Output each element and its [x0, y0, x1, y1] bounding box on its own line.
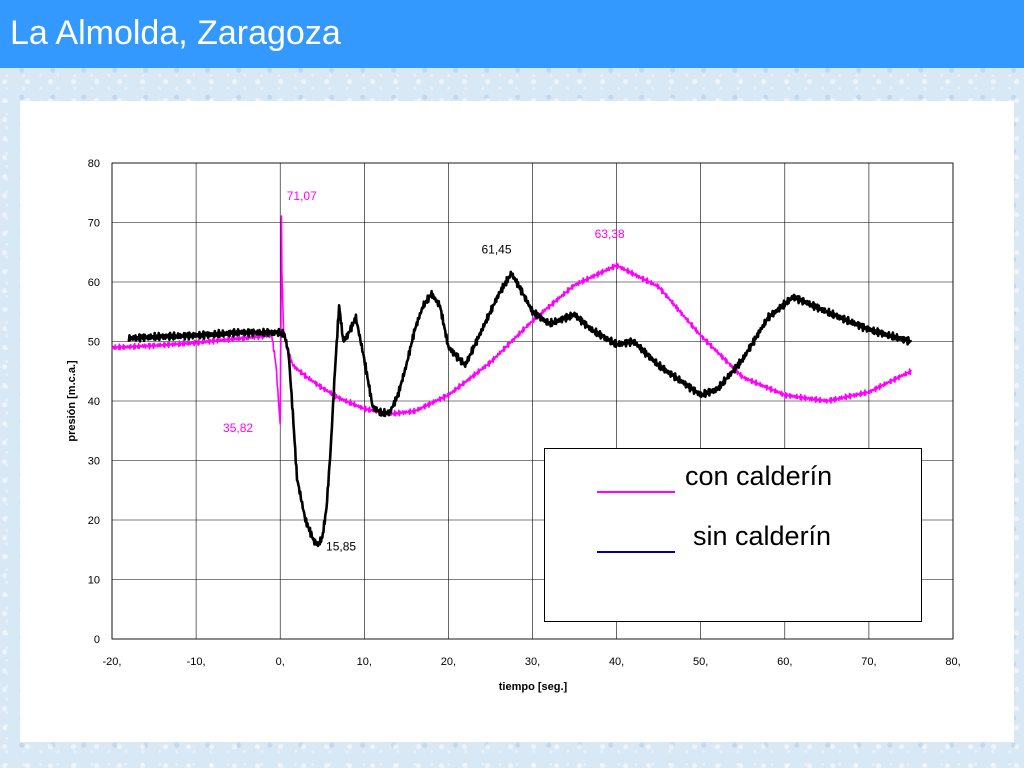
chart-panel: 0 10 20 30 40 50 60 70 80 -20, -10, 0, 10, 20, 30, 40, 5…	[20, 101, 1014, 742]
x-tick-label: 20,	[441, 656, 456, 668]
data-label: 15,85	[326, 540, 356, 554]
y-tick-label: 20	[88, 515, 100, 527]
y-tick-label: 0	[94, 634, 100, 646]
slide-title: La Almolda, Zaragoza	[10, 14, 341, 52]
x-tick-label: 30,	[525, 656, 540, 668]
data-label: 71,07	[287, 189, 317, 203]
x-tick-label: 80,	[945, 656, 960, 668]
legend-swatch-con-calderin	[597, 491, 675, 493]
x-tick-label: 10,	[357, 656, 372, 668]
chart-series	[111, 215, 913, 548]
chart-annotations: 71,07 35,82 63,38 61,45 15,85	[223, 189, 625, 554]
chart-tick-labels: 0 10 20 30 40 50 60 70 80 -20, -10, 0, 10, 20, 30, 40, 5…	[88, 158, 961, 668]
chart-gridlines	[111, 162, 954, 640]
title-bar: La Almolda, Zaragoza	[0, 0, 1024, 68]
y-tick-label: 60	[88, 277, 100, 289]
data-label: 61,45	[481, 242, 511, 256]
pressure-chart: 0 10 20 30 40 50 60 70 80 -20, -10, 0, 10, 20, 30, 40, 5…	[66, 158, 961, 693]
x-tick-label: -20,	[103, 656, 122, 668]
y-tick-label: 30	[88, 456, 100, 468]
x-tick-label: 0,	[276, 656, 285, 668]
chart-legend: con calderín sin calderín	[544, 448, 922, 622]
data-label: 35,82	[223, 421, 253, 435]
series-line-con-calderin	[111, 215, 912, 425]
x-tick-label: 60,	[777, 656, 792, 668]
legend-label-con-calderin: con calderín	[685, 461, 833, 491]
series-line-sin-calderin	[127, 270, 913, 548]
x-tick-label: 70,	[861, 656, 876, 668]
y-axis-title: presión [m.c.a.]	[66, 360, 78, 442]
plot-area-border	[111, 162, 954, 640]
y-tick-label: 10	[88, 575, 100, 587]
x-tick-label: 50,	[693, 656, 708, 668]
legend-label-sin-calderin: sin calderín	[693, 521, 832, 551]
x-tick-label: -10,	[187, 656, 206, 668]
y-tick-label: 50	[88, 337, 100, 349]
y-tick-label: 40	[88, 396, 100, 408]
legend-swatch-sin-calderin	[597, 551, 675, 553]
x-tick-label: 40,	[609, 656, 624, 668]
y-tick-label: 80	[88, 158, 100, 170]
data-label: 63,38	[595, 227, 625, 241]
y-tick-label: 70	[88, 218, 100, 230]
x-axis-title: tiempo [seg.]	[499, 681, 568, 693]
